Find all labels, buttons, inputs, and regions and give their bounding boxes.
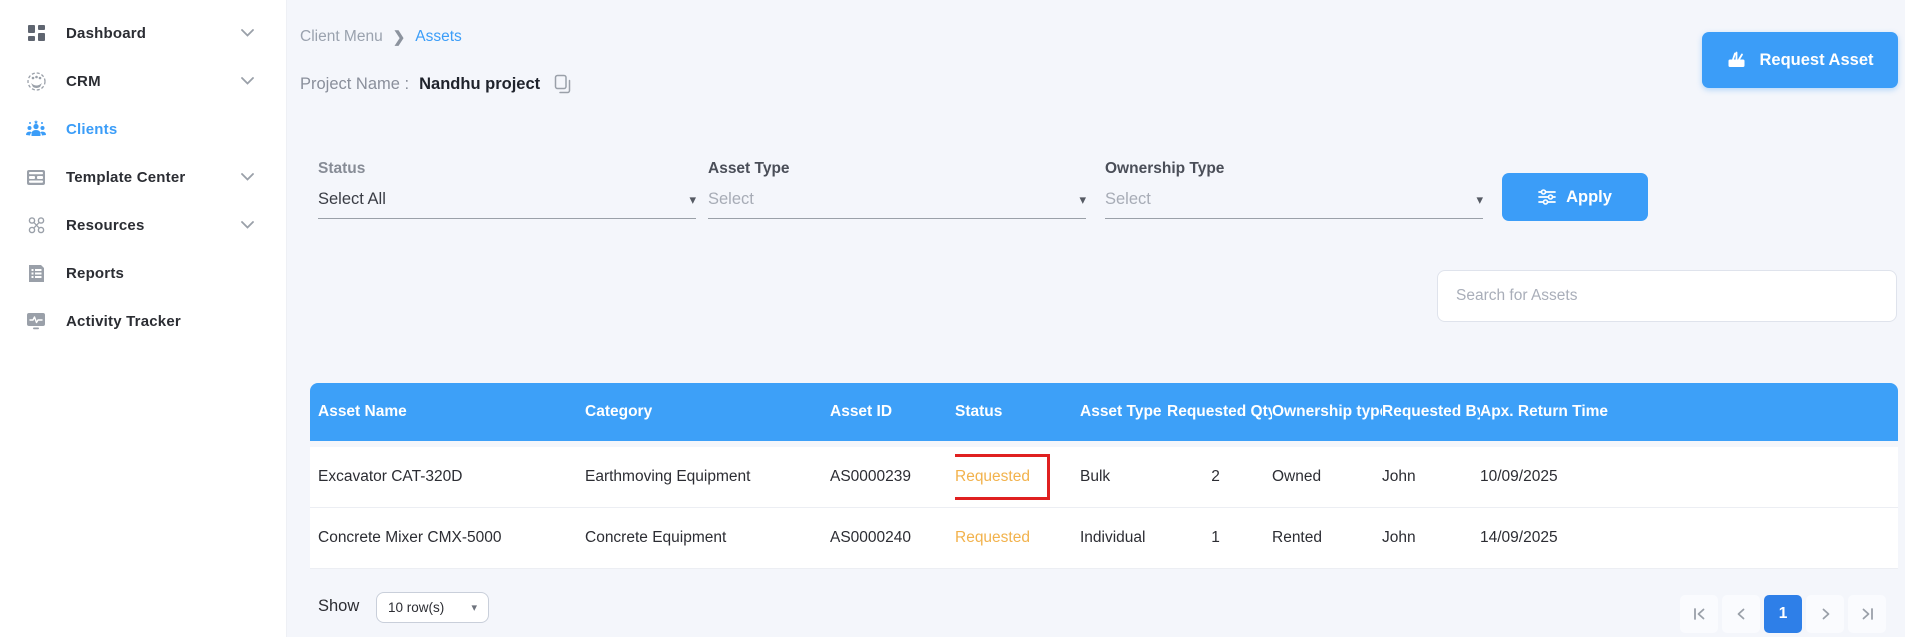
chevron-right-icon: ❯ [392, 29, 406, 46]
breadcrumb-client-menu[interactable]: Client Menu [300, 28, 383, 45]
column-header-category: Category [585, 403, 653, 420]
ownership-type-filter-placeholder: Select [1105, 190, 1151, 208]
status-filter-label: Status [318, 160, 366, 177]
chevron-down-icon [241, 168, 254, 186]
request-asset-label: Request Asset [1759, 50, 1874, 69]
column-header-asset-type: Asset Type [1080, 403, 1162, 420]
sidebar-item-template-center[interactable]: Template Center [0, 153, 286, 201]
template-center-icon [24, 165, 48, 189]
cell-asset-type: Individual [1080, 529, 1146, 546]
sidebar-item-label: Template Center [66, 168, 186, 186]
show-label: Show [318, 597, 360, 615]
chevron-down-icon [241, 72, 254, 90]
dropdown-arrow-icon: ▾ [689, 191, 696, 207]
table-body: Excavator CAT-320D Earthmoving Equipment… [310, 447, 1898, 569]
last-page-button[interactable] [1848, 595, 1886, 633]
cell-asset-id: AS0000240 [830, 529, 912, 546]
dashboard-icon [24, 21, 48, 45]
clients-icon [24, 117, 48, 141]
apply-button[interactable]: Apply [1502, 173, 1648, 221]
dropdown-arrow-icon: ▾ [471, 602, 477, 614]
cell-status: Requested [955, 454, 1080, 500]
filter-sliders-icon [1538, 189, 1556, 205]
pagination: 1 [1680, 595, 1886, 633]
cell-apx-return-time: 14/09/2025 [1480, 529, 1558, 546]
activity-tracker-icon [24, 309, 48, 333]
dropdown-arrow-icon: ▾ [1476, 191, 1483, 207]
breadcrumb-assets[interactable]: Assets [415, 28, 462, 45]
cell-asset-name: Concrete Mixer CMX-5000 [318, 529, 502, 546]
sidebar: Dashboard CRM Clients Template Center [0, 0, 287, 637]
apply-button-label: Apply [1566, 187, 1612, 206]
status-badge annotation-highlight: Requested [955, 454, 1050, 500]
table-row: Concrete Mixer CMX-5000 Concrete Equipme… [310, 508, 1898, 569]
column-header-ownership-type: Ownership type [1272, 403, 1382, 420]
cell-asset-id: AS0000239 [830, 468, 912, 485]
rows-per-page-select[interactable]: 10 row(s) ▾ [376, 592, 489, 623]
dropdown-arrow-icon: ▾ [1079, 191, 1086, 207]
cell-status: Requested [955, 529, 1080, 547]
main-content: Client Menu ❯ Assets Project Name : Nand… [288, 0, 1905, 637]
rows-per-page-value: 10 row(s) [388, 600, 445, 615]
project-name-label: Project Name : [300, 74, 410, 93]
chevron-down-icon [241, 24, 254, 42]
sidebar-item-label: Clients [66, 120, 118, 138]
resources-icon [24, 213, 48, 237]
request-asset-button[interactable]: Request Asset [1702, 32, 1898, 88]
sidebar-item-reports[interactable]: Reports [0, 249, 286, 297]
cell-requested-by: John [1382, 468, 1416, 485]
next-page-button[interactable] [1806, 595, 1844, 633]
status-filter-value: Select All [318, 190, 386, 208]
column-header-status: Status [955, 403, 1003, 420]
project-name-value: Nandhu project [419, 74, 541, 93]
ownership-type-filter-label: Ownership Type [1105, 160, 1225, 177]
sidebar-item-label: Activity Tracker [66, 312, 181, 330]
status-badge: Requested [955, 529, 1030, 546]
cell-requested-by: John [1382, 529, 1416, 546]
table-row: Excavator CAT-320D Earthmoving Equipment… [310, 447, 1898, 508]
first-page-button[interactable] [1680, 595, 1718, 633]
sidebar-item-label: Reports [66, 264, 125, 282]
sidebar-item-activity-tracker[interactable]: Activity Tracker [0, 297, 286, 345]
table-header-row: Asset Name Category Asset ID Status Asse… [310, 383, 1898, 441]
cell-requested-qty: 1 [1211, 529, 1220, 546]
sidebar-item-resources[interactable]: Resources [0, 201, 286, 249]
copy-icon[interactable] [554, 74, 572, 94]
column-header-apx-return-time: Apx. Return Time [1480, 403, 1609, 420]
sidebar-item-label: Dashboard [66, 24, 147, 42]
cell-apx-return-time: 10/09/2025 [1480, 468, 1558, 485]
cell-category: Earthmoving Equipment [585, 468, 751, 485]
asset-type-filter-placeholder: Select [708, 190, 754, 208]
ownership-type-filter-select[interactable]: Ownership Type Select ▾ [1105, 160, 1483, 219]
column-header-requested-qty: Requested Qty [1167, 403, 1272, 420]
column-header-asset-name: Asset Name [318, 403, 407, 420]
request-asset-icon [1726, 50, 1747, 70]
column-header-asset-id: Asset ID [830, 403, 893, 420]
sidebar-item-clients[interactable]: Clients [0, 105, 286, 153]
cell-category: Concrete Equipment [585, 529, 727, 546]
cell-asset-type: Bulk [1080, 468, 1111, 485]
sidebar-item-label: Resources [66, 216, 145, 234]
cell-asset-name: Excavator CAT-320D [318, 468, 463, 485]
chevron-down-icon [241, 216, 254, 234]
search-input[interactable] [1437, 270, 1897, 322]
breadcrumb: Client Menu ❯ Assets [300, 28, 462, 46]
previous-page-button[interactable] [1722, 595, 1760, 633]
project-name-line: Project Name : Nandhu project [300, 74, 572, 94]
cell-ownership-type: Owned [1272, 468, 1322, 485]
sidebar-item-crm[interactable]: CRM [0, 57, 286, 105]
column-header-requested-by: Requested By [1382, 403, 1480, 420]
status-filter-select[interactable]: Status Select All ▾ [318, 160, 696, 219]
page-number-button[interactable]: 1 [1764, 595, 1802, 633]
asset-type-filter-select[interactable]: Asset Type Select ▾ [708, 160, 1086, 219]
sidebar-item-dashboard[interactable]: Dashboard [0, 9, 286, 57]
reports-icon [24, 261, 48, 285]
crm-icon [24, 69, 48, 93]
cell-requested-qty: 2 [1211, 468, 1220, 485]
asset-type-filter-label: Asset Type [708, 160, 790, 177]
sidebar-item-label: CRM [66, 72, 101, 90]
cell-ownership-type: Rented [1272, 529, 1322, 546]
